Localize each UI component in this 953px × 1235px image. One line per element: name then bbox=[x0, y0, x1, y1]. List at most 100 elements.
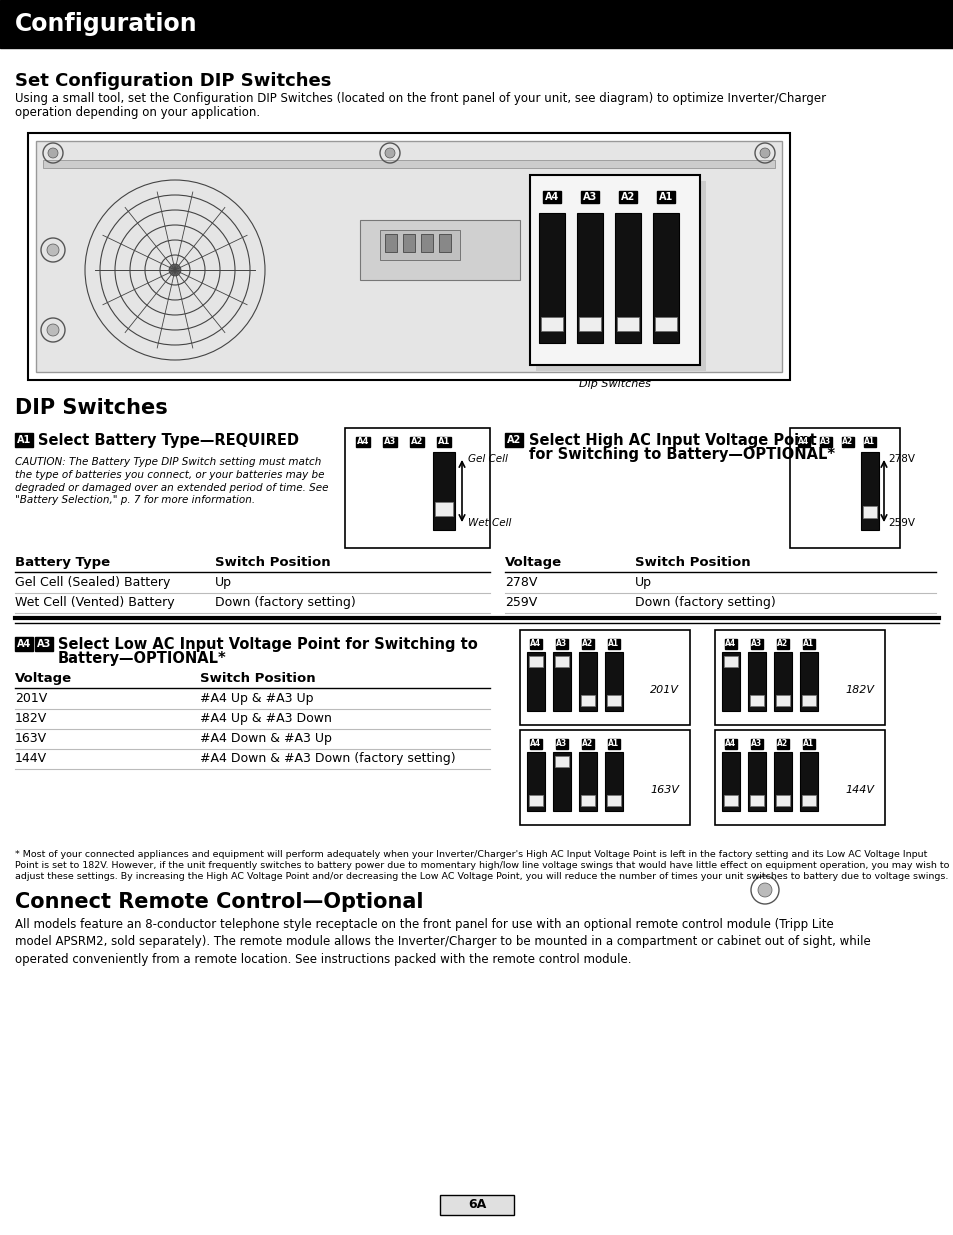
Text: A3: A3 bbox=[751, 640, 761, 648]
Text: A1: A1 bbox=[802, 740, 814, 748]
Text: adjust these settings. By increasing the High AC Voltage Point and/or decreasing: adjust these settings. By increasing the… bbox=[15, 872, 947, 881]
Text: A3: A3 bbox=[582, 191, 597, 203]
Bar bbox=[604, 752, 622, 811]
Text: Switch Position: Switch Position bbox=[214, 556, 331, 569]
Text: Select Battery Type—REQUIRED: Select Battery Type—REQUIRED bbox=[38, 432, 298, 447]
Bar bbox=[540, 317, 562, 331]
Text: A4: A4 bbox=[17, 638, 31, 650]
Bar bbox=[789, 429, 899, 548]
Text: Gel Cell: Gel Cell bbox=[468, 454, 507, 464]
Bar bbox=[555, 656, 568, 667]
Bar bbox=[714, 630, 884, 725]
Text: #A4 Up & #A3 Up: #A4 Up & #A3 Up bbox=[200, 692, 314, 705]
Bar bbox=[801, 795, 815, 806]
Bar bbox=[519, 630, 689, 725]
Bar bbox=[578, 752, 597, 811]
Bar bbox=[345, 429, 490, 548]
Circle shape bbox=[47, 245, 59, 256]
Text: Configuration: Configuration bbox=[15, 12, 197, 36]
Circle shape bbox=[47, 324, 59, 336]
Bar bbox=[580, 695, 595, 706]
Text: Up: Up bbox=[214, 576, 232, 589]
Bar bbox=[604, 652, 622, 711]
Text: A1: A1 bbox=[802, 640, 814, 648]
Text: 6A: 6A bbox=[467, 1198, 486, 1212]
Text: Dip Switches: Dip Switches bbox=[578, 379, 650, 389]
Text: A2: A2 bbox=[620, 191, 635, 203]
Text: Down (factory setting): Down (factory setting) bbox=[635, 597, 775, 609]
Text: Battery—OPTIONAL*: Battery—OPTIONAL* bbox=[58, 652, 227, 667]
Text: 163V: 163V bbox=[15, 732, 47, 745]
Text: 144V: 144V bbox=[844, 785, 873, 795]
Text: A4: A4 bbox=[544, 191, 558, 203]
Text: 201V: 201V bbox=[15, 692, 48, 705]
Bar bbox=[714, 730, 884, 825]
Text: 201V: 201V bbox=[649, 685, 679, 695]
Text: 163V: 163V bbox=[649, 785, 679, 795]
Text: Up: Up bbox=[635, 576, 651, 589]
Text: Battery Type: Battery Type bbox=[15, 556, 110, 569]
Text: #A4 Down & #A3 Up: #A4 Down & #A3 Up bbox=[200, 732, 332, 745]
Bar bbox=[606, 695, 620, 706]
Bar bbox=[652, 212, 679, 343]
Bar bbox=[721, 752, 740, 811]
Bar bbox=[749, 795, 763, 806]
Circle shape bbox=[169, 264, 181, 275]
Bar bbox=[536, 182, 705, 370]
Bar bbox=[800, 652, 817, 711]
Bar bbox=[862, 506, 876, 517]
Bar bbox=[402, 233, 415, 252]
Bar bbox=[655, 317, 677, 331]
Text: Gel Cell (Sealed) Battery: Gel Cell (Sealed) Battery bbox=[15, 576, 171, 589]
Text: 278V: 278V bbox=[504, 576, 537, 589]
Text: Using a small tool, set the Configuration DIP Switches (located on the front pan: Using a small tool, set the Configuratio… bbox=[15, 91, 825, 105]
Text: 259V: 259V bbox=[504, 597, 537, 609]
Text: for Switching to Battery—OPTIONAL*: for Switching to Battery—OPTIONAL* bbox=[529, 447, 834, 462]
Text: Select High AC Input Voltage Point: Select High AC Input Voltage Point bbox=[529, 432, 816, 447]
Text: A4: A4 bbox=[724, 640, 736, 648]
Text: Connect Remote Control—Optional: Connect Remote Control—Optional bbox=[15, 892, 423, 911]
Bar bbox=[553, 652, 571, 711]
Bar bbox=[538, 212, 564, 343]
Bar bbox=[526, 652, 544, 711]
Text: operation depending on your application.: operation depending on your application. bbox=[15, 106, 260, 119]
Text: Wet Cell: Wet Cell bbox=[468, 517, 511, 529]
Text: A3: A3 bbox=[556, 740, 567, 748]
Text: A3: A3 bbox=[556, 640, 567, 648]
Text: 182V: 182V bbox=[844, 685, 873, 695]
Bar bbox=[580, 795, 595, 806]
Text: 144V: 144V bbox=[15, 752, 47, 764]
Text: A4: A4 bbox=[356, 437, 369, 447]
Bar bbox=[526, 752, 544, 811]
Text: A4: A4 bbox=[530, 740, 541, 748]
Bar bbox=[555, 756, 568, 767]
Text: CAUTION: The Battery Type DIP Switch setting must match
the type of batteries yo: CAUTION: The Battery Type DIP Switch set… bbox=[15, 457, 328, 505]
Bar bbox=[800, 752, 817, 811]
Text: #A4 Down & #A3 Down (factory setting): #A4 Down & #A3 Down (factory setting) bbox=[200, 752, 456, 764]
Text: A2: A2 bbox=[777, 640, 788, 648]
Text: * Most of your connected appliances and equipment will perform adequately when y: * Most of your connected appliances and … bbox=[15, 850, 926, 860]
Bar bbox=[577, 212, 602, 343]
Bar bbox=[28, 133, 789, 380]
Text: A2: A2 bbox=[582, 740, 593, 748]
Text: A2: A2 bbox=[841, 437, 853, 447]
Circle shape bbox=[48, 148, 58, 158]
Bar bbox=[578, 317, 600, 331]
Bar bbox=[747, 652, 765, 711]
Bar bbox=[723, 795, 738, 806]
Bar bbox=[529, 795, 542, 806]
Bar bbox=[435, 501, 453, 516]
Bar bbox=[433, 452, 455, 530]
Bar bbox=[617, 317, 639, 331]
Text: A3: A3 bbox=[37, 638, 51, 650]
Bar bbox=[379, 230, 459, 261]
Text: Down (factory setting): Down (factory setting) bbox=[214, 597, 355, 609]
Text: Voltage: Voltage bbox=[504, 556, 561, 569]
Bar bbox=[36, 141, 781, 372]
Text: DIP Switches: DIP Switches bbox=[15, 398, 168, 417]
Bar bbox=[553, 752, 571, 811]
Bar bbox=[749, 695, 763, 706]
Text: 259V: 259V bbox=[887, 517, 914, 529]
Bar bbox=[721, 652, 740, 711]
Bar bbox=[43, 161, 774, 168]
